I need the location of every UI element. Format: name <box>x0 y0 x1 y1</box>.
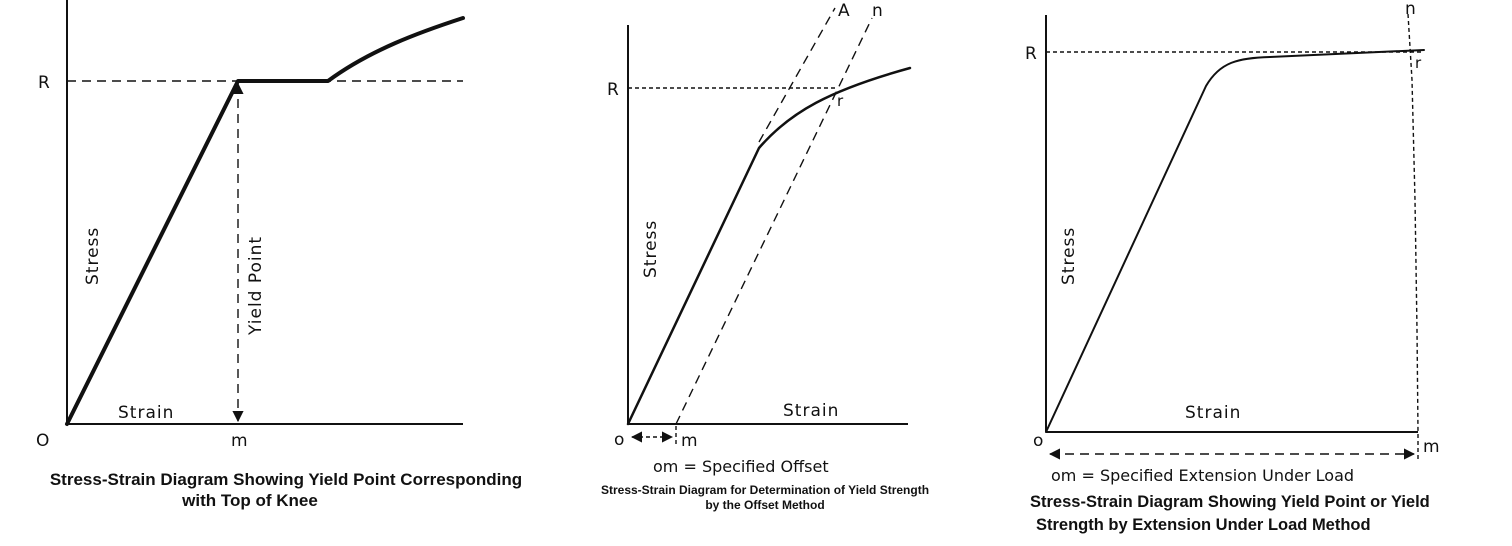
d3-label-r: r <box>1415 54 1422 72</box>
d2-strain-label: Strain <box>783 401 839 421</box>
d3-extension-note: om = Specified Extension Under Load <box>1051 466 1354 485</box>
d2-caption-line1: Stress-Strain Diagram for Determination … <box>601 483 929 497</box>
d3-caption-line1: Stress-Strain Diagram Showing Yield Poin… <box>1030 493 1430 511</box>
d3-label-R: R <box>1025 44 1037 64</box>
d2-stress-strain-curve <box>626 66 912 426</box>
d1-stress-strain-curve <box>65 16 465 426</box>
d2-offset-line-n <box>675 17 873 425</box>
d2-label-n: n <box>872 1 883 21</box>
diagram-extension-under-load: R o m n r Strain Stress om = Specified E… <box>1025 0 1440 534</box>
d2-label-r: r <box>837 92 844 110</box>
d3-label-n: n <box>1405 0 1416 19</box>
d2-label-R: R <box>607 80 619 100</box>
d3-stress-label: Stress <box>1059 227 1079 285</box>
d1-label-m: m <box>231 431 248 451</box>
d1-yield-point-label: Yield Point <box>246 236 266 336</box>
d2-stress-label: Stress <box>641 220 661 278</box>
d3-strain-label: Strain <box>1185 403 1241 423</box>
d2-label-o: o <box>614 430 624 450</box>
diagram-yield-point-knee: R O m Strain Stress Yield Point Stress-S… <box>36 0 522 510</box>
d3-extension-line-n <box>1407 13 1419 433</box>
d1-label-R: R <box>38 73 50 93</box>
d1-caption-line1: Stress-Strain Diagram Showing Yield Poin… <box>50 470 522 489</box>
d3-caption-line2: Strength by Extension Under Load Method <box>1036 516 1371 534</box>
d2-caption-line2: by the Offset Method <box>705 498 824 512</box>
d3-label-o: o <box>1033 431 1043 451</box>
d3-stress-strain-curve <box>1045 49 1425 433</box>
d3-label-m: m <box>1423 437 1440 457</box>
d1-strain-label: Strain <box>118 403 174 423</box>
d2-line-A <box>758 7 836 143</box>
d2-label-A: A <box>838 1 850 21</box>
d2-offset-note: om = Specified Offset <box>653 457 829 476</box>
d2-label-m: m <box>681 431 698 451</box>
d1-stress-label: Stress <box>83 227 103 285</box>
diagram-offset-method: R o m A n r Strain Stress om = Specified… <box>601 1 929 512</box>
d1-caption-line2: with Top of Knee <box>181 491 318 510</box>
d1-label-O: O <box>36 431 49 451</box>
